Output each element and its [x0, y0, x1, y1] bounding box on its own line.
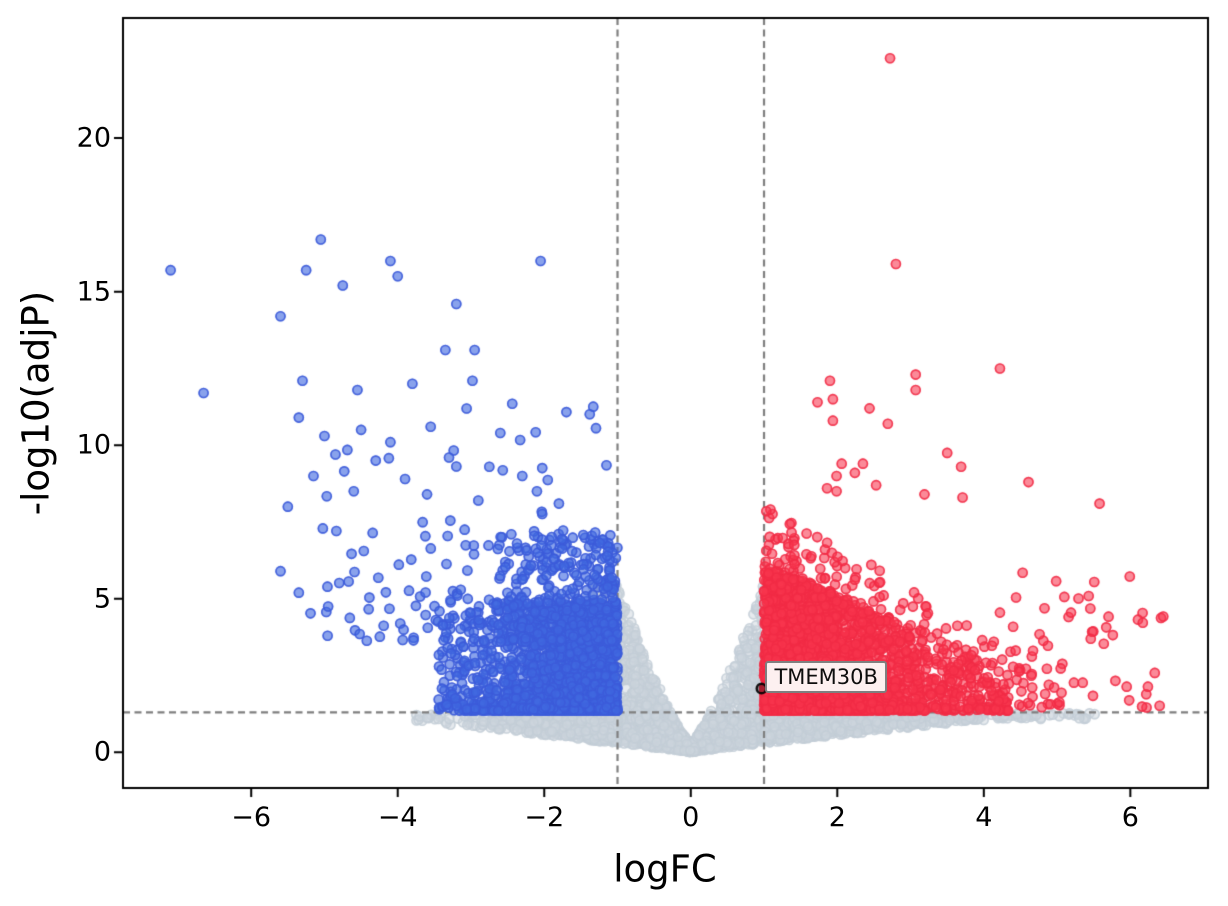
x-tick-label: −4: [377, 802, 418, 833]
x-tick-label: −6: [231, 802, 272, 833]
y-tick-label: 10: [76, 429, 111, 461]
x-tick-label: 0: [682, 802, 700, 833]
x-tick-label: −2: [524, 802, 565, 833]
y-tick-label: 20: [76, 122, 111, 154]
gene-annotation-label: TMEM30B: [765, 661, 887, 694]
x-axis-title: logFC: [613, 847, 717, 891]
y-tick-label: 15: [76, 276, 111, 308]
y-axis-title: -log10(adjP): [14, 290, 58, 516]
x-tick-label: 2: [828, 802, 846, 833]
x-tick-label: 4: [975, 802, 993, 833]
x-tick-label: 6: [1121, 802, 1139, 833]
y-tick-label: 0: [93, 736, 111, 768]
y-tick-label: 5: [93, 583, 111, 615]
